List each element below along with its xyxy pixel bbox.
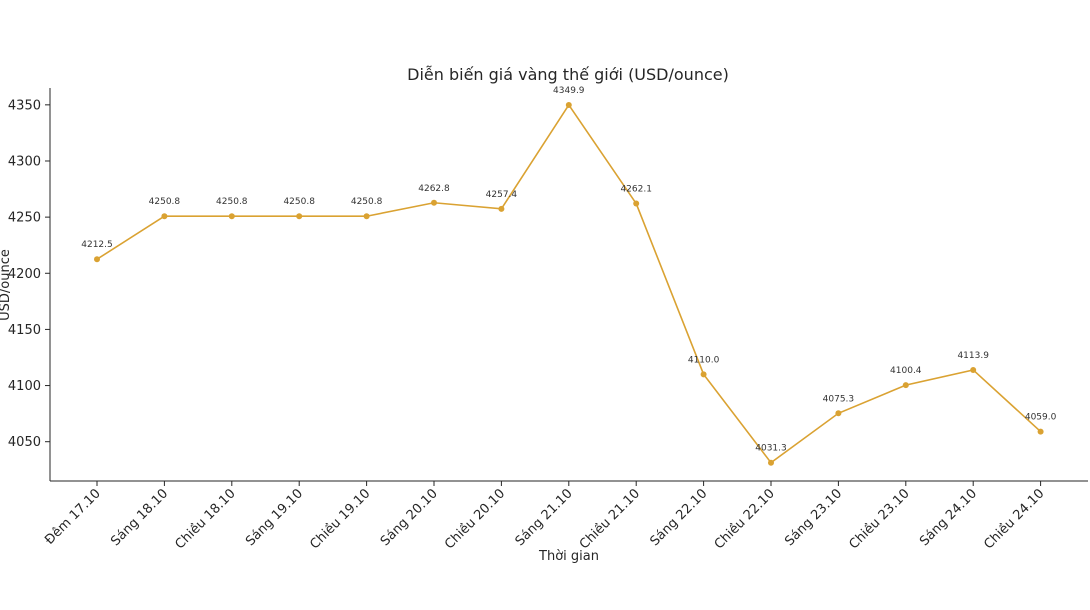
data-point bbox=[902, 382, 909, 389]
x-tick-label: Sáng 18.10 bbox=[108, 486, 171, 549]
data-label: 4212.5 bbox=[81, 240, 113, 250]
x-tick-label: Sáng 21.10 bbox=[513, 486, 576, 549]
data-point bbox=[296, 213, 303, 220]
y-tick-label: 4200 bbox=[8, 267, 41, 282]
data-labels: 4212.5 4250.8 4250.8 4250.8 4250.8 4262.8 4257… bbox=[81, 86, 1056, 454]
data-point bbox=[228, 213, 235, 220]
data-point bbox=[970, 366, 977, 373]
x-tick-label: Đêm 17.10 bbox=[42, 486, 104, 548]
y-tick-label: 4250 bbox=[8, 211, 41, 226]
data-point bbox=[1037, 428, 1044, 435]
x-tick-label: Chiều 23.10 bbox=[847, 486, 913, 552]
x-tick-label: Sáng 20.10 bbox=[378, 486, 441, 549]
data-label: 4031.3 bbox=[755, 444, 787, 454]
data-point bbox=[94, 256, 100, 263]
x-tick-label: Chiều 18.10 bbox=[173, 486, 239, 552]
data-point bbox=[565, 101, 572, 108]
y-tick-label: 4350 bbox=[8, 98, 41, 113]
data-label: 4075.3 bbox=[823, 394, 855, 404]
data-point bbox=[700, 371, 707, 378]
data-point bbox=[161, 213, 168, 220]
x-tick-label: Chiều 22.10 bbox=[712, 486, 778, 552]
series-line bbox=[96, 103, 1042, 464]
data-point bbox=[768, 459, 774, 466]
chart-title: Diễn biến giá vàng thế giới (USD/ounce) bbox=[407, 65, 729, 84]
y-tick-label: 4300 bbox=[8, 154, 41, 169]
data-point bbox=[633, 200, 640, 207]
y-tick-label: 4150 bbox=[8, 323, 41, 338]
data-label: 4059.0 bbox=[1025, 413, 1057, 423]
data-label: 4250.8 bbox=[283, 197, 315, 207]
data-point bbox=[363, 213, 370, 220]
x-axis-ticks: Đêm 17.10 Sáng 18.10 Chiều 18.10 Sáng 19.10… bbox=[42, 481, 1047, 552]
data-label: 4262.8 bbox=[418, 184, 450, 194]
data-label: 4250.8 bbox=[351, 197, 383, 207]
data-point bbox=[431, 199, 437, 206]
data-label: 4262.1 bbox=[620, 185, 652, 195]
x-tick-label: Chiều 19.10 bbox=[307, 486, 373, 552]
data-label: 4250.8 bbox=[149, 197, 181, 207]
data-label: 4349.9 bbox=[553, 86, 585, 96]
y-axis-ticks: 4050 4100 4150 4200 4250 4300 4350 bbox=[8, 98, 50, 450]
y-tick-label: 4100 bbox=[8, 379, 41, 394]
x-tick-label: Chiều 21.10 bbox=[577, 486, 643, 552]
data-label: 4250.8 bbox=[216, 197, 248, 207]
data-label: 4257.4 bbox=[486, 190, 518, 200]
data-label: 4110.0 bbox=[688, 355, 720, 365]
data-label: 4113.9 bbox=[957, 351, 989, 361]
data-point bbox=[835, 410, 842, 417]
x-tick-label: Sáng 19.10 bbox=[243, 486, 306, 549]
x-tick-label: Sáng 23.10 bbox=[782, 486, 845, 549]
data-points bbox=[94, 101, 1044, 466]
data-label: 4100.4 bbox=[890, 366, 922, 376]
data-point bbox=[498, 205, 505, 212]
x-axis-label: Thời gian bbox=[538, 549, 599, 564]
x-tick-label: Sáng 24.10 bbox=[917, 486, 980, 549]
y-axis-label: USD/ounce bbox=[0, 249, 13, 321]
y-tick-label: 4050 bbox=[8, 435, 41, 450]
x-tick-label: Chiều 20.10 bbox=[442, 486, 508, 552]
x-tick-label: Chiều 24.10 bbox=[981, 486, 1047, 552]
x-tick-label: Sáng 22.10 bbox=[647, 486, 710, 549]
